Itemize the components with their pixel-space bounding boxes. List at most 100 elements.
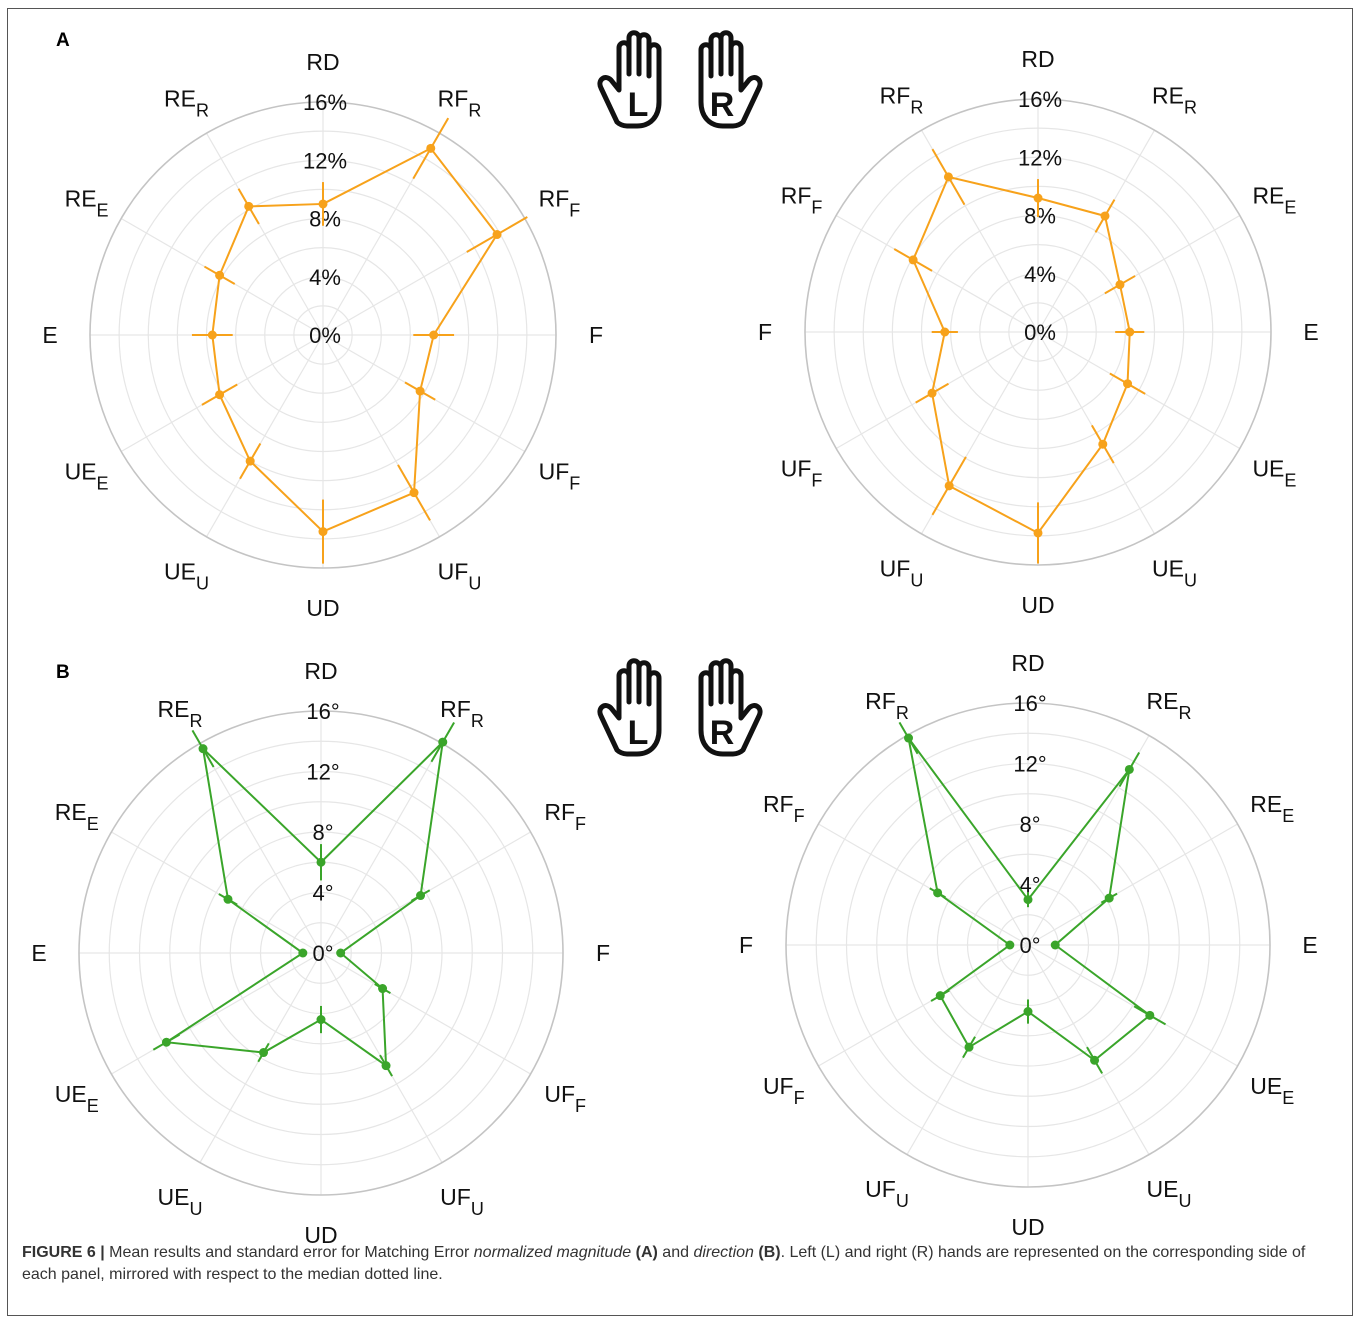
- radar-chart-b-right: 0°4°8°12°16°RDRERREEEUEEUEUUDUFUUFFFRFFR…: [739, 650, 1318, 1240]
- radial-tick-label: 0%: [309, 323, 341, 348]
- category-label-subscript: R: [189, 711, 202, 731]
- category-label-main: UF: [440, 1184, 471, 1210]
- data-point: [1115, 280, 1125, 290]
- category-label: RFR: [438, 86, 482, 121]
- category-label-main: UF: [544, 1081, 575, 1107]
- category-label-main: UE: [1152, 555, 1184, 581]
- outer-circle: [89, 101, 557, 569]
- category-label: RER: [1147, 688, 1192, 723]
- category-label-subscript: E: [87, 1096, 99, 1116]
- category-label-main: UF: [865, 1176, 896, 1202]
- radial-tick-label: 12%: [1018, 145, 1062, 170]
- category-label-main: RF: [763, 791, 794, 817]
- category-label-main: RF: [438, 86, 469, 112]
- radial-tick-label: 16°: [1013, 691, 1046, 716]
- caption-text-3: . Left (L) and right (R) hands are repre…: [22, 1244, 1306, 1283]
- category-label-main: RF: [865, 688, 896, 714]
- data-point: [1100, 211, 1110, 221]
- radial-tick-label: 8°: [1019, 812, 1040, 837]
- category-label-subscript: F: [575, 814, 586, 834]
- category-label: F: [596, 940, 610, 966]
- category-label-main: UD: [1011, 1214, 1044, 1240]
- category-label-main: UF: [781, 456, 812, 482]
- left-hand-icon: L: [597, 30, 662, 129]
- category-label-subscript: F: [569, 474, 580, 494]
- category-label-main: UD: [304, 1222, 337, 1248]
- radial-tick-label: 16°: [306, 699, 339, 724]
- category-label-subscript: U: [468, 573, 481, 593]
- data-point: [1145, 1010, 1155, 1020]
- category-label-subscript: E: [97, 201, 109, 221]
- category-label-main: RD: [306, 49, 339, 75]
- data-point: [940, 327, 950, 337]
- category-label: E: [1302, 932, 1317, 958]
- caption-bold-2: (B): [753, 1244, 781, 1261]
- category-label-subscript: R: [196, 101, 209, 121]
- data-point: [964, 1042, 974, 1052]
- category-label-subscript: F: [811, 471, 822, 491]
- outer-circle: [785, 702, 1271, 1188]
- right-hand-letter: R: [710, 714, 735, 752]
- category-label-subscript: E: [1284, 198, 1296, 218]
- data-point: [215, 390, 225, 400]
- category-label-subscript: U: [1178, 1191, 1191, 1211]
- category-label-main: UE: [1250, 1073, 1282, 1099]
- caption-italic-1: normalized magnitude: [473, 1244, 632, 1261]
- category-label: UD: [1021, 592, 1054, 618]
- category-label-subscript: F: [794, 806, 805, 826]
- caption-text-2: and: [657, 1244, 694, 1261]
- category-label: E: [31, 940, 46, 966]
- category-label-main: E: [42, 322, 57, 348]
- grid-spoke: [835, 214, 1039, 333]
- radar-chart-a-right: 0%4%8%12%16%RDRERREEEUEEUEUUDUFUUFFFRFFR…: [758, 46, 1319, 618]
- radial-tick-label: 0°: [1019, 933, 1040, 958]
- data-point: [245, 456, 255, 466]
- data-point: [1123, 379, 1133, 389]
- category-label: RFR: [865, 688, 909, 723]
- data-point: [316, 857, 326, 867]
- category-label-main: UF: [763, 1073, 794, 1099]
- right-hand-outline: [698, 658, 763, 757]
- category-label: RFR: [880, 83, 924, 118]
- category-label-main: UF: [539, 459, 570, 485]
- category-label-main: E: [1303, 319, 1318, 345]
- panel-letter-b: B: [56, 662, 70, 683]
- grid-spoke: [205, 132, 324, 336]
- category-label: UFU: [865, 1176, 909, 1211]
- category-label-subscript: U: [910, 570, 923, 590]
- panel-b: B 0°4°8°12°16°RDRFRRFFFUFFUFUUDUEUUEEERE…: [31, 650, 1317, 1248]
- category-label: REE: [65, 186, 109, 221]
- figure-frame: [7, 8, 1353, 1316]
- category-label: UEU: [1152, 555, 1197, 590]
- right-hand-outline: [698, 30, 763, 129]
- data-point: [943, 172, 953, 182]
- grid-spoke: [818, 944, 1029, 1067]
- data-point: [1023, 1007, 1033, 1017]
- category-label: UEU: [164, 558, 209, 593]
- category-label-main: E: [31, 940, 46, 966]
- category-label-main: RE: [164, 86, 196, 112]
- radial-tick-label: 8°: [312, 820, 333, 845]
- category-label-main: UE: [164, 558, 196, 584]
- grid-spoke: [320, 952, 531, 1075]
- data-point: [1098, 439, 1108, 449]
- data-point: [1125, 327, 1135, 337]
- category-label-subscript: F: [811, 198, 822, 218]
- grid-spoke: [111, 831, 322, 954]
- data-point: [378, 984, 388, 994]
- category-label-main: UE: [158, 1184, 190, 1210]
- category-label: UFF: [781, 456, 823, 491]
- category-label: UFU: [440, 1184, 484, 1219]
- data-point: [336, 948, 346, 958]
- radial-tick-label: 16%: [303, 90, 347, 115]
- category-label: RER: [1152, 83, 1197, 118]
- outer-circle: [78, 710, 564, 1196]
- category-label-subscript: R: [1178, 703, 1191, 723]
- category-label: UD: [306, 595, 339, 621]
- right-hand-letter: R: [710, 86, 735, 124]
- category-label-main: F: [739, 932, 753, 958]
- data-series-line: [211, 147, 499, 533]
- category-label: UFF: [544, 1081, 586, 1116]
- data-point: [207, 330, 217, 340]
